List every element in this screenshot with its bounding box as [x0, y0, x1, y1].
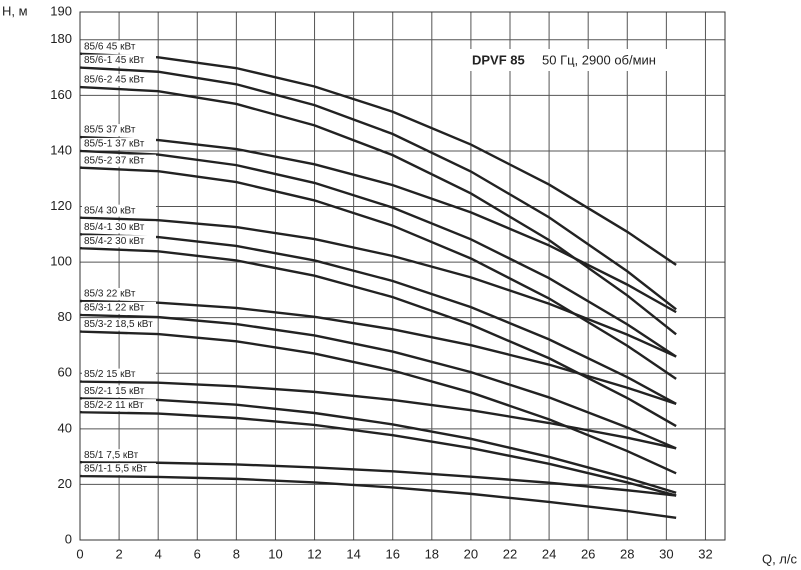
- pump-curve: [79, 330, 677, 475]
- curve-label-bg: [82, 204, 156, 217]
- y-tick-label: 160: [50, 87, 72, 102]
- curve-label: 85/4-2 30 кВт: [84, 236, 145, 247]
- pump-curve: [79, 216, 677, 358]
- pump-curve: [79, 135, 677, 314]
- pump-curve: [79, 85, 677, 336]
- x-tick-label: 24: [542, 546, 556, 561]
- curve-label: 85/1-1 5,5 кВт: [84, 464, 148, 475]
- curve-label-bg: [82, 288, 156, 301]
- pump-curve: [79, 66, 677, 311]
- x-tick-label: 0: [76, 546, 83, 561]
- pump-curve: [79, 474, 677, 519]
- curve-label: 85/2-2 11 кВт: [84, 400, 144, 411]
- y-tick-label: 40: [58, 420, 72, 435]
- x-tick-label: 16: [385, 546, 399, 561]
- curve-label-bg: [82, 40, 156, 53]
- curve-label-bg: [82, 385, 156, 398]
- y-tick-label: 140: [50, 142, 72, 157]
- curve-label: 85/5-1 37 кВт: [84, 139, 145, 150]
- chart-subtitle: 50 Гц, 2900 об/мин: [542, 52, 656, 67]
- curve-label: 85/6-2 45 кВт: [84, 75, 145, 86]
- y-tick-label: 80: [58, 309, 72, 324]
- y-tick-label: 20: [58, 476, 72, 491]
- y-tick-label: 120: [50, 198, 72, 213]
- curve-label-bg: [82, 399, 156, 412]
- curve-label-bg: [82, 124, 156, 137]
- curve-label: 85/6 45 кВт: [84, 41, 136, 52]
- y-tick-label: 0: [65, 531, 72, 546]
- x-tick-label: 10: [268, 546, 282, 561]
- pump-curve: [79, 299, 677, 405]
- pump-curve: [79, 166, 677, 380]
- curve-label-bg: [82, 318, 156, 331]
- y-tick-label: 60: [58, 365, 72, 380]
- curve-label-bg: [82, 54, 156, 67]
- x-tick-label: 30: [659, 546, 673, 561]
- pump-curve: [79, 247, 677, 428]
- pump-curve: [79, 380, 677, 450]
- curve-label: 85/5 37 кВт: [84, 125, 136, 136]
- curve-label: 85/2 15 кВт: [84, 369, 136, 380]
- curve-label-bg: [82, 221, 156, 234]
- y-tick-label: 100: [50, 254, 72, 269]
- x-tick-label: 4: [155, 546, 162, 561]
- curve-label: 85/5-2 37 кВт: [84, 155, 145, 166]
- x-tick-label: 32: [698, 546, 712, 561]
- x-tick-label: 14: [346, 546, 360, 561]
- pump-curve: [79, 313, 677, 450]
- x-tick-label: 12: [307, 546, 321, 561]
- curve-label: 85/3-1 22 кВт: [84, 303, 145, 314]
- plot-frame: [79, 11, 726, 541]
- x-tick-label: 28: [620, 546, 634, 561]
- x-tick-label: 6: [194, 546, 201, 561]
- curve-label: 85/4 30 кВт: [84, 205, 136, 216]
- x-axis-label: Q, л/с: [762, 551, 798, 566]
- pump-curve: [79, 410, 677, 497]
- curve-label-bg: [82, 301, 156, 314]
- curve-label: 85/3-2 18,5 кВт: [84, 319, 153, 330]
- y-axis-label: H, м: [2, 3, 28, 18]
- pump-curve: [79, 149, 677, 358]
- x-tick-label: 22: [503, 546, 517, 561]
- title-box: [462, 49, 674, 71]
- curve-label-bg: [82, 74, 156, 87]
- x-tick-label: 18: [425, 546, 439, 561]
- x-tick-label: 8: [233, 546, 240, 561]
- x-tick-label: 20: [464, 546, 478, 561]
- pump-curve: [79, 52, 677, 266]
- curve-label: 85/3 22 кВт: [84, 289, 136, 300]
- curve-label-bg: [82, 154, 156, 167]
- x-tick-label: 2: [115, 546, 122, 561]
- chart-title: DPVF 85: [472, 52, 525, 67]
- curve-label-bg: [82, 463, 156, 476]
- pump-curve: [79, 233, 677, 405]
- y-tick-label: 180: [50, 31, 72, 46]
- curve-label: 85/1 7,5 кВт: [84, 450, 139, 461]
- curve-label-bg: [82, 368, 156, 381]
- x-tick-label: 26: [581, 546, 595, 561]
- pump-curve: [79, 460, 677, 497]
- curve-label: 85/4-1 30 кВт: [84, 222, 145, 233]
- curve-label: 85/6-1 45 кВт: [84, 55, 145, 66]
- pump-curve: [79, 397, 677, 494]
- curve-label-bg: [82, 449, 156, 462]
- curve-label: 85/2-1 15 кВт: [84, 386, 145, 397]
- curve-label-bg: [82, 235, 156, 248]
- curve-label-bg: [82, 137, 156, 150]
- y-tick-label: 190: [50, 3, 72, 18]
